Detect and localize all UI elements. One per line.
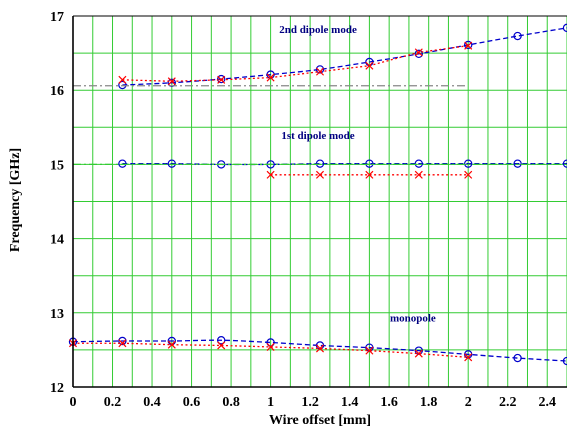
data-point xyxy=(315,65,325,74)
data-point xyxy=(562,356,567,366)
data-point xyxy=(216,336,226,345)
x-tick-label: 2.4 xyxy=(538,395,556,410)
x-tick-label: 0.8 xyxy=(222,395,240,410)
plot-frame xyxy=(72,15,567,388)
x-tick-label: 1.6 xyxy=(380,395,398,410)
data-point xyxy=(315,159,325,168)
data-point xyxy=(216,74,226,84)
x-tick-label: 2 xyxy=(465,395,472,410)
y-tick-label: 13 xyxy=(50,307,64,322)
y-tick-label: 15 xyxy=(50,158,64,173)
x-axis-title: Wire offset [mm] xyxy=(269,413,371,428)
annotation-label: 2nd dipole mode xyxy=(279,24,357,36)
series-1 xyxy=(68,339,473,362)
data-point xyxy=(217,75,226,84)
data-point xyxy=(414,49,423,59)
x-tick-label: 0 xyxy=(70,395,77,410)
data-point xyxy=(365,346,374,355)
series-line xyxy=(72,339,567,362)
x-tick-label: 2.2 xyxy=(499,395,517,410)
data-point xyxy=(167,159,176,168)
data-point xyxy=(118,75,127,84)
data-point xyxy=(414,48,423,57)
data-point xyxy=(414,349,423,358)
data-point xyxy=(118,339,127,348)
data-point xyxy=(562,159,567,168)
series-line xyxy=(122,27,567,86)
annotation-label: 1st dipole mode xyxy=(281,130,354,142)
x-tick-label: 1.4 xyxy=(341,395,359,410)
annotation-label: monopole xyxy=(390,313,436,325)
series-5 xyxy=(118,41,473,86)
data-point xyxy=(464,40,473,50)
data-point xyxy=(167,77,176,86)
x-tick-label: 0.6 xyxy=(183,395,201,410)
data-point xyxy=(315,170,325,179)
data-point xyxy=(266,170,275,179)
x-tick-label: 1.2 xyxy=(301,395,319,410)
y-tick-label: 16 xyxy=(50,84,64,99)
data-point xyxy=(266,338,275,347)
y-tick-label: 17 xyxy=(50,10,64,25)
data-point xyxy=(266,342,275,351)
data-point xyxy=(414,170,423,179)
x-tick-label: 0.2 xyxy=(104,395,122,410)
data-point xyxy=(118,80,127,90)
x-tick-label: 1 xyxy=(267,395,274,410)
data-point xyxy=(167,340,176,349)
data-point xyxy=(464,41,473,50)
data-point xyxy=(464,170,473,179)
data-point xyxy=(217,341,226,350)
data-point xyxy=(365,159,374,168)
annotations: 2nd dipole mode 1st dipole mode monopole xyxy=(279,24,436,325)
data-point xyxy=(315,344,325,353)
data-point xyxy=(464,159,473,168)
data-point xyxy=(365,170,374,179)
data-point xyxy=(266,73,275,82)
tick-labels: 0 0.2 0.4 0.6 0.8 1 1.2 1.4 1.6 1.8 2 2.2 2.4 12 13 14 1… xyxy=(50,10,556,410)
y-tick-label: 12 xyxy=(50,381,64,396)
data-point xyxy=(464,353,473,362)
series-3 xyxy=(266,170,473,179)
y-axis-title: Frequency [GHz] xyxy=(8,148,23,252)
data-point xyxy=(365,61,374,70)
data-point xyxy=(315,67,325,76)
data-point xyxy=(562,23,567,33)
series-line xyxy=(73,342,469,358)
series-layer xyxy=(68,23,567,366)
x-tick-label: 0.4 xyxy=(143,395,161,410)
grid xyxy=(72,15,567,388)
data-point xyxy=(513,353,522,363)
y-tick-label: 14 xyxy=(50,233,64,248)
data-point xyxy=(118,159,127,168)
data-point xyxy=(513,159,522,168)
data-point xyxy=(118,336,127,346)
data-point xyxy=(414,159,423,168)
data-point xyxy=(513,31,522,41)
x-tick-label: 1.8 xyxy=(420,395,438,410)
